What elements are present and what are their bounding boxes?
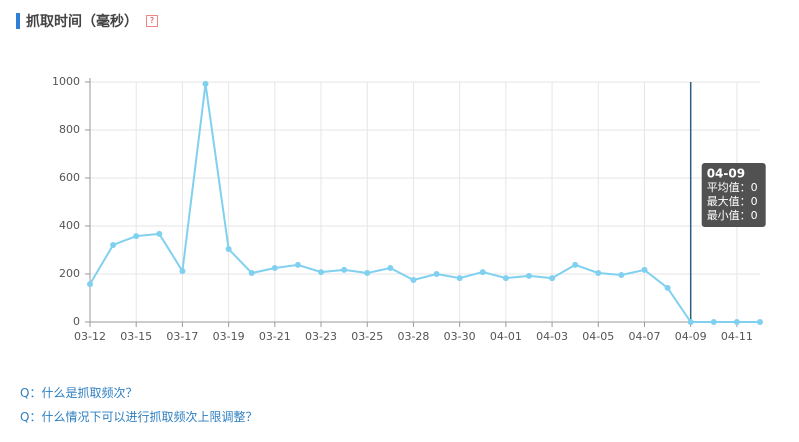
help-icon[interactable]: ? <box>146 15 158 27</box>
y-tick-label: 800 <box>59 123 80 136</box>
point <box>502 275 509 282</box>
point <box>410 277 417 283</box>
tooltip-line: 平均值：0 <box>707 181 758 194</box>
point <box>479 269 486 276</box>
tooltip-line: 最小值：0 <box>707 209 758 222</box>
line <box>89 83 760 323</box>
x-tick-label: 04-05 <box>582 330 614 343</box>
x-tick-label: 03-12 <box>74 330 106 343</box>
x-tick-label: 03-28 <box>397 330 429 343</box>
y-tick-label: 0 <box>73 315 80 328</box>
point <box>248 270 255 277</box>
x-tick-label: 03-15 <box>120 330 152 343</box>
x-tick-label: 03-19 <box>213 330 245 343</box>
point <box>525 272 532 279</box>
point <box>664 284 671 291</box>
point <box>341 266 348 273</box>
tooltip-title: 04-09 <box>707 167 745 181</box>
x-tick-label: 03-30 <box>444 330 476 343</box>
point <box>271 265 278 271</box>
tooltip-line: 最大值：0 <box>707 194 758 208</box>
x-tick-label: 03-17 <box>166 330 198 343</box>
y-tick-label: 400 <box>59 219 80 232</box>
point <box>641 266 648 273</box>
y-tick-label: 1000 <box>52 75 80 88</box>
point <box>387 265 394 271</box>
point <box>757 319 763 325</box>
point <box>133 233 140 240</box>
point <box>456 275 463 282</box>
point <box>179 268 186 275</box>
x-tick-label: 04-07 <box>628 330 660 343</box>
point <box>733 319 740 325</box>
point <box>595 270 602 277</box>
x-tick-label: 04-03 <box>536 330 568 343</box>
y-tick-label: 600 <box>59 171 80 184</box>
point <box>294 261 301 268</box>
section-title: 抓取时间（毫秒） <box>26 14 138 30</box>
point <box>318 269 325 276</box>
title-marker <box>16 13 20 29</box>
point <box>202 80 209 87</box>
point <box>156 230 163 237</box>
x-tick-label: 04-09 <box>675 330 707 343</box>
x-tick-label: 04-01 <box>490 330 522 343</box>
tooltip-box <box>701 163 766 227</box>
x-tick-label: 03-25 <box>351 330 383 343</box>
y-tick-label: 200 <box>59 267 80 280</box>
faq-link[interactable]: Q：什么是抓取频次？ <box>20 386 138 400</box>
x-tick-label: 04-11 <box>721 330 753 343</box>
point <box>549 275 556 282</box>
point <box>710 319 717 325</box>
point <box>433 271 440 277</box>
faq-link[interactable]: Q：什么情况下可以进行抓取频次上限调整？ <box>20 410 258 424</box>
point <box>618 271 625 278</box>
point <box>110 241 117 248</box>
point <box>364 270 371 277</box>
point <box>225 246 232 253</box>
point <box>687 319 694 325</box>
x-tick-label: 03-23 <box>305 330 337 343</box>
section-header: 抓取时间（毫秒） ? <box>16 12 158 30</box>
point <box>87 281 93 288</box>
point <box>572 261 579 268</box>
x-tick-label: 03-21 <box>259 330 291 343</box>
chart: 0 200 400 600 800 1000 03-12 03-15 03-17 03-19 03-… <box>52 75 766 343</box>
